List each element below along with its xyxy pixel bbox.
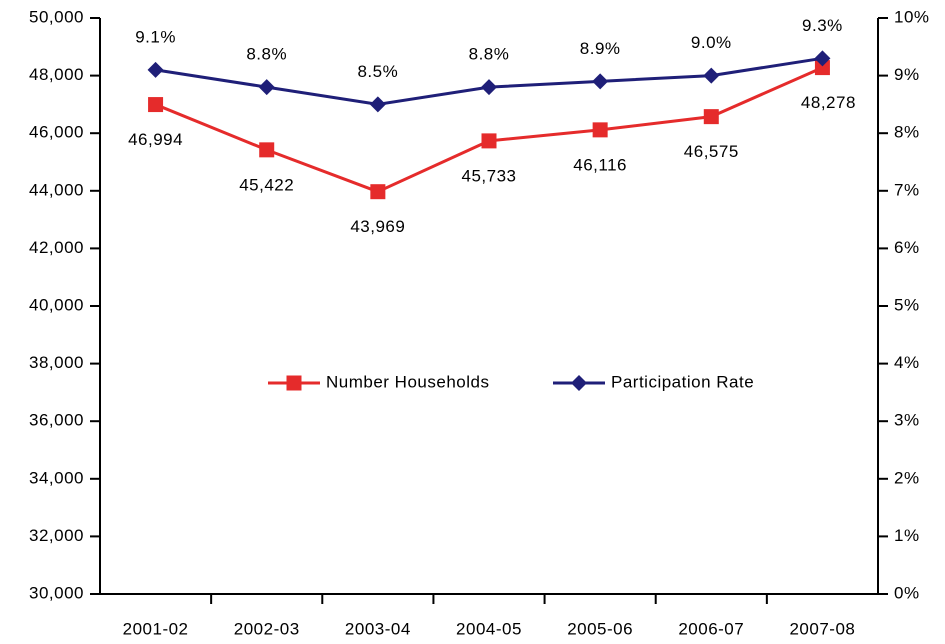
y-tick-label: 40,000 — [29, 295, 84, 314]
x-tick-label: 2004-05 — [456, 619, 522, 638]
marker — [703, 109, 719, 125]
marker — [481, 133, 497, 149]
data-label: 8.9% — [580, 39, 621, 58]
marker — [259, 142, 275, 158]
y2-tick-label: 8% — [894, 123, 920, 142]
data-label: 45,733 — [462, 166, 517, 185]
y2-tick-label: 1% — [894, 526, 920, 545]
marker — [369, 96, 386, 113]
x-tick-label: 2005-06 — [567, 619, 633, 638]
marker — [147, 61, 164, 78]
data-label: 9.1% — [135, 27, 176, 46]
y-tick-label: 44,000 — [29, 180, 84, 199]
data-label: 9.3% — [802, 16, 843, 35]
y2-tick-label: 9% — [894, 65, 920, 84]
y-tick-label: 30,000 — [29, 583, 84, 602]
marker — [814, 60, 830, 76]
y-tick-label: 36,000 — [29, 411, 84, 430]
x-tick-label: 2001-02 — [123, 619, 189, 638]
x-tick-label: 2006-07 — [678, 619, 744, 638]
x-tick-label: 2002-03 — [234, 619, 300, 638]
data-label: 46,575 — [684, 142, 739, 161]
y-tick-label: 42,000 — [29, 238, 84, 257]
marker — [571, 375, 587, 391]
y2-tick-label: 10% — [894, 7, 930, 26]
y-tick-label: 46,000 — [29, 123, 84, 142]
marker — [286, 375, 302, 391]
data-label: 8.5% — [357, 62, 398, 81]
y2-tick-label: 6% — [894, 238, 920, 257]
data-label: 9.0% — [691, 33, 732, 52]
marker — [258, 79, 275, 96]
data-label: 46,994 — [128, 130, 183, 149]
data-label: 45,422 — [239, 175, 294, 194]
y2-tick-label: 2% — [894, 468, 920, 487]
marker — [370, 184, 386, 200]
data-label: 46,116 — [573, 155, 627, 174]
y2-tick-label: 5% — [894, 295, 920, 314]
y-tick-label: 48,000 — [29, 65, 84, 84]
data-label: 8.8% — [246, 45, 287, 64]
x-tick-label: 2003-04 — [345, 619, 411, 638]
y2-tick-label: 0% — [894, 583, 920, 602]
y2-tick-label: 4% — [894, 353, 920, 372]
marker — [481, 79, 497, 96]
marker — [814, 50, 831, 67]
y-tick-label: 32,000 — [29, 526, 84, 545]
data-label: 8.8% — [469, 45, 510, 64]
y-tick-label: 38,000 — [29, 353, 84, 372]
marker — [592, 122, 608, 138]
y2-tick-label: 3% — [894, 411, 920, 430]
marker — [703, 67, 720, 84]
legend-label: Participation Rate — [611, 372, 754, 391]
marker — [592, 73, 609, 90]
data-label: 43,969 — [350, 217, 405, 236]
y-tick-label: 50,000 — [29, 7, 84, 26]
marker — [148, 97, 164, 113]
data-label: 48,278 — [801, 93, 856, 112]
x-tick-label: 2007-08 — [789, 619, 855, 638]
y-tick-label: 34,000 — [29, 468, 84, 487]
legend-label: Number Households — [326, 372, 489, 391]
y2-tick-label: 7% — [894, 180, 920, 199]
